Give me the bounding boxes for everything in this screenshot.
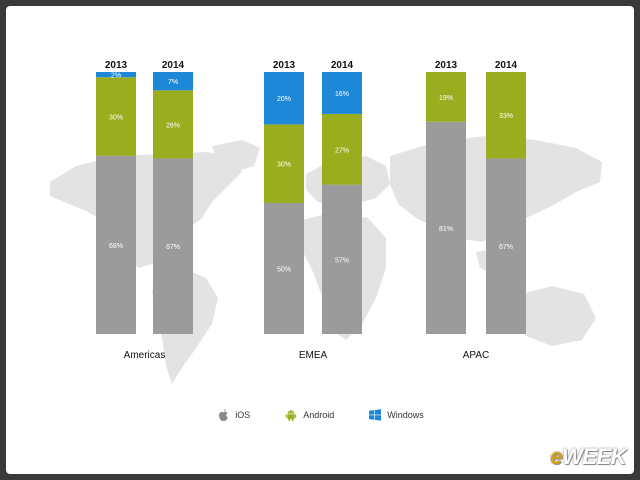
year-label-apac-2014: 2014 — [495, 60, 518, 71]
apple-icon — [219, 409, 229, 421]
chart-legend: iOS Android Windows — [6, 408, 634, 422]
legend-item-windows: Windows — [368, 408, 424, 422]
australia-shape — [512, 286, 596, 346]
data-label-emea-2013-windows: 20% — [277, 96, 291, 103]
data-label-apac-2013-android: 19% — [439, 95, 453, 102]
year-label-americas-2014: 2014 — [162, 60, 185, 71]
bar-emea-2014-android — [322, 113, 362, 185]
bar-apac-2013-ios — [426, 121, 466, 334]
bar-emea-2013-ios — [264, 203, 304, 334]
bar-emea-2013-windows — [264, 72, 304, 125]
data-label-americas-2013-windows: 2% — [111, 73, 121, 80]
bar-emea-2014-ios — [322, 184, 362, 334]
north-america-shape — [50, 152, 242, 268]
eweek-logo: eWEEK — [550, 444, 626, 469]
data-label-emea-2014-windows: 16% — [335, 91, 349, 98]
data-label-apac-2014-android: 33% — [499, 113, 513, 120]
bar-apac-2014-android — [486, 72, 526, 159]
legend-label-ios: iOS — [235, 410, 251, 420]
legend-label-windows: Windows — [387, 410, 424, 420]
region-label-americas: Americas — [124, 350, 166, 361]
labels-layer: 68% 30% 2% 2013 67% 26% 7% 2014 Americas 50% 30% 20… — [105, 60, 518, 361]
data-label-americas-2013-android: 30% — [109, 115, 123, 122]
bar-americas-2013-ios — [96, 155, 136, 334]
data-label-americas-2014-ios: 67% — [166, 244, 180, 251]
bar-emea-2013-android — [264, 124, 304, 203]
bar-americas-2014-android — [153, 90, 193, 159]
legend-item-ios: iOS — [216, 408, 250, 422]
year-label-americas-2013: 2013 — [105, 60, 128, 71]
data-label-americas-2014-windows: 7% — [168, 79, 178, 86]
data-label-americas-2013-ios: 68% — [109, 243, 123, 250]
year-label-emea-2013: 2013 — [273, 60, 296, 71]
data-label-apac-2013-ios: 81% — [439, 226, 453, 233]
data-label-americas-2014-android: 26% — [166, 122, 180, 129]
data-label-emea-2014-ios: 57% — [335, 257, 349, 264]
greenland-shape — [212, 140, 260, 172]
stacked-bar-chart: 68% 30% 2% 2013 67% 26% 7% 2014 Americas 50% 30% 20… — [50, 60, 602, 384]
slide-frame: 68% 30% 2% 2013 67% 26% 7% 2014 Americas 50% 30% 20… — [6, 6, 634, 474]
windows-icon — [369, 409, 382, 421]
region-label-emea: EMEA — [299, 350, 328, 361]
data-label-emea-2013-ios: 50% — [277, 267, 291, 274]
bar-americas-2014-ios — [153, 158, 193, 334]
bar-americas-2014-windows — [153, 72, 193, 91]
bar-apac-2014-ios — [486, 158, 526, 334]
legend-item-android: Android — [284, 408, 334, 422]
bar-americas-2013-android — [96, 77, 136, 156]
bar-apac-2013-android — [426, 72, 466, 122]
bars-layer — [96, 72, 526, 334]
legend-label-android: Android — [303, 410, 335, 420]
data-label-emea-2013-android: 30% — [277, 162, 291, 169]
year-label-emea-2014: 2014 — [331, 60, 354, 71]
bar-americas-2013-windows — [96, 72, 136, 78]
data-label-emea-2014-android: 27% — [335, 147, 349, 154]
year-label-apac-2013: 2013 — [435, 60, 458, 71]
data-label-apac-2014-ios: 67% — [499, 244, 513, 251]
android-icon — [286, 410, 297, 422]
bar-emea-2014-windows — [322, 72, 362, 114]
region-label-apac: APAC — [463, 350, 490, 361]
